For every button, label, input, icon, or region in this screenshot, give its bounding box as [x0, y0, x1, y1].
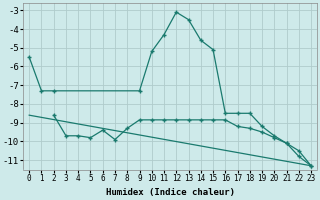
X-axis label: Humidex (Indice chaleur): Humidex (Indice chaleur) [106, 188, 235, 197]
